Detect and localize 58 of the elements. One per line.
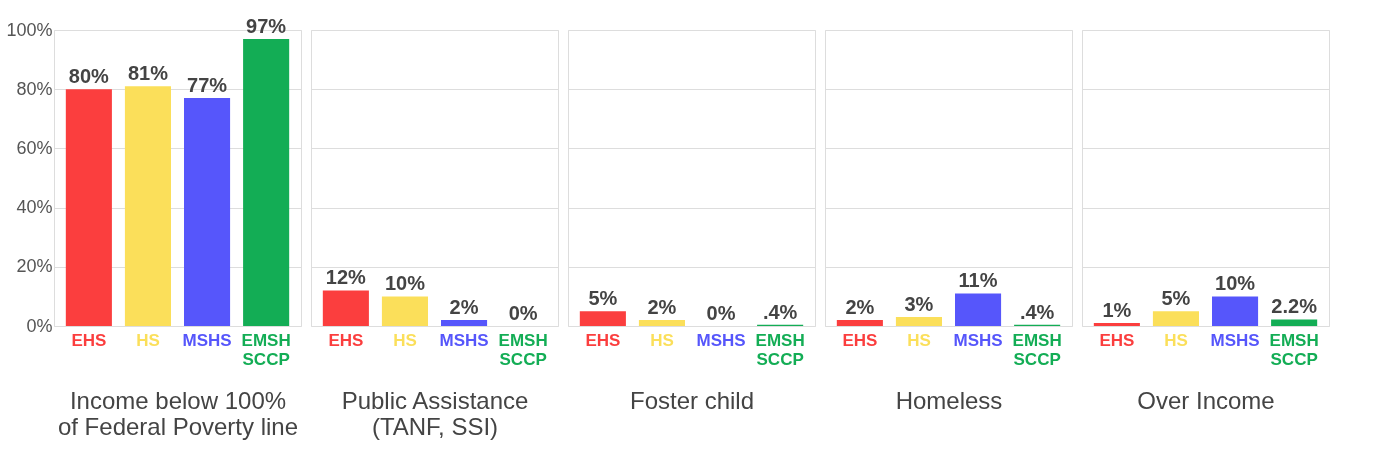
data-label: 10%	[384, 272, 426, 295]
data-label: 3%	[904, 293, 934, 316]
x-tick-label: MSHS	[696, 330, 746, 350]
x-tick-label: MSHS	[953, 330, 1003, 350]
data-label: 10%	[1215, 272, 1256, 295]
data-label: 2%	[845, 296, 875, 319]
x-tick-label: HS	[393, 330, 417, 350]
x-tick-label: EHS	[1099, 330, 1135, 350]
x-tick-label: EMSH SCCP	[498, 330, 548, 369]
data-label: 80%	[68, 65, 110, 88]
data-label: 12%	[325, 266, 367, 289]
y-tick-label: 100%	[6, 19, 53, 40]
bar	[1152, 311, 1199, 326]
x-tick-label: HS	[650, 330, 674, 350]
y-tick-label: 80%	[16, 78, 53, 99]
data-label: 0%	[706, 302, 736, 324]
x-tick-label: HS	[136, 330, 160, 350]
data-label: 5%	[588, 287, 618, 310]
x-tick-label: HS	[907, 330, 931, 350]
data-label: 81%	[127, 62, 169, 85]
data-label: 2.2%	[1271, 295, 1318, 318]
y-tick-label: 0%	[26, 315, 53, 336]
data-label: .4%	[762, 300, 798, 323]
x-tick-label: MSHS	[1210, 330, 1260, 350]
x-tick-label: EHS	[328, 330, 364, 350]
data-label: 2%	[647, 296, 677, 319]
data-label: 97%	[246, 14, 287, 37]
bar	[1212, 296, 1259, 326]
x-tick-label: EHS	[842, 330, 878, 350]
data-label: 0%	[508, 302, 538, 324]
data-label: 5%	[1161, 287, 1191, 310]
x-tick-label: MSHS	[182, 330, 232, 350]
x-axis-title: Income below 100% of Federal Poverty line	[57, 386, 299, 440]
y-tick-label: 40%	[16, 197, 53, 218]
data-label: 11%	[958, 269, 998, 292]
x-tick-label: MSHS	[439, 330, 489, 350]
data-label: 77%	[187, 74, 228, 97]
x-tick-label: HS	[1164, 330, 1188, 350]
data-label: 1%	[1102, 299, 1132, 322]
x-tick-label: EMSH SCCP	[755, 330, 805, 369]
x-tick-label: EMSH SCCP	[241, 330, 291, 369]
x-tick-label: EMSH SCCP	[1012, 330, 1062, 369]
y-tick-label: 60%	[16, 137, 53, 158]
x-axis-title: Public Assistance (TANF, SSI)	[341, 386, 529, 440]
bar	[955, 293, 1002, 326]
data-label: .4%	[1019, 300, 1055, 323]
bar	[1271, 319, 1318, 326]
y-tick-label: 20%	[16, 256, 53, 277]
bar	[895, 317, 942, 326]
bar	[836, 320, 883, 326]
x-tick-label: EHS	[71, 330, 107, 350]
bar	[1093, 323, 1140, 326]
x-axis-title: Homeless	[895, 386, 1003, 414]
x-tick-label: EMSH SCCP	[1269, 330, 1319, 369]
x-axis-title: Over Income	[1137, 386, 1275, 414]
data-label: 2%	[449, 296, 479, 319]
x-axis-title: Foster child	[629, 386, 755, 414]
x-tick-label: EHS	[585, 330, 621, 350]
